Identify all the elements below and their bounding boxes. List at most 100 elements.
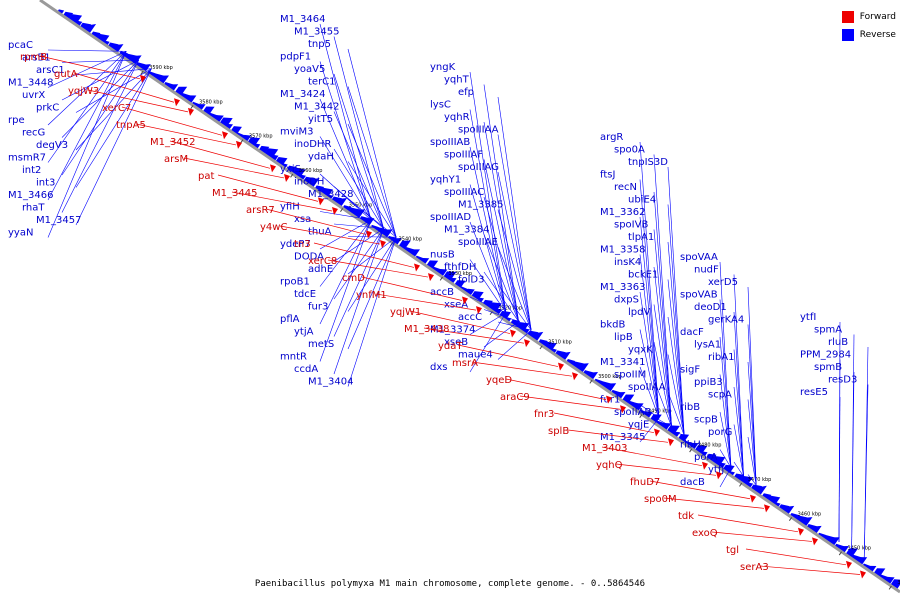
forward-feature (414, 263, 420, 272)
reverse-gene-label: xseA (444, 300, 468, 311)
forward-gene-label: xerC7 (102, 103, 131, 114)
reverse-leader-line (333, 228, 384, 375)
reverse-feature (890, 579, 900, 590)
reverse-gene-label: M1_3345 (600, 432, 645, 443)
reverse-gene-label: spoIIIAE (458, 237, 498, 248)
reverse-leader-line (347, 237, 397, 387)
reverse-leader-line (497, 284, 532, 331)
forward-gene-label: fhuD7 (630, 477, 660, 488)
forward-gene-label: yqjW3 (68, 86, 99, 97)
forward-gene-label: rpmB (20, 52, 47, 63)
reverse-feature (90, 31, 101, 39)
forward-feature (606, 395, 612, 404)
reverse-leader-line (47, 51, 127, 88)
reverse-gene-label: deoD1 (694, 302, 727, 313)
reverse-leader-line (747, 286, 757, 486)
reverse-leader-line (347, 48, 397, 238)
reverse-leader-line (469, 184, 507, 313)
forward-feature (236, 140, 242, 149)
scale-tick (190, 105, 194, 109)
forward-gene-label: exoQ (692, 528, 718, 539)
reverse-leader-line (747, 361, 757, 486)
forward-feature (860, 570, 866, 579)
reverse-feature (275, 156, 288, 167)
reverse-feature (319, 187, 334, 198)
forward-leader-line (183, 157, 285, 179)
forward-gene-label: araC9 (500, 392, 530, 403)
reverse-leader-line (319, 173, 372, 221)
reverse-gene-label: rluB (828, 337, 848, 348)
reverse-leader-line (333, 228, 384, 300)
forward-feature (476, 306, 482, 315)
reverse-gene-label: spmA (814, 325, 842, 336)
reverse-gene-label: nusB (430, 250, 455, 261)
reverse-gene-label: ytjA (294, 327, 314, 338)
reverse-feature (526, 330, 539, 340)
reverse-feature (571, 361, 584, 371)
reverse-gene-label: ytfI (800, 312, 816, 323)
reverse-gene-label: M1_3464 (280, 14, 325, 25)
reverse-gene-label: M1_3384 (444, 225, 489, 236)
scale-tick (888, 585, 892, 590)
reverse-leader-line (838, 396, 841, 543)
reverse-feature (767, 495, 781, 506)
reverse-leader-line (733, 349, 744, 477)
reverse-leader-line (333, 148, 384, 229)
forward-feature (284, 173, 290, 182)
forward-feature (140, 74, 146, 83)
reverse-leader-line (469, 259, 507, 313)
reverse-leader-line (653, 416, 672, 428)
forward-leader-line (423, 327, 525, 344)
reverse-leader-line (61, 59, 140, 213)
reverse-gene-label: M1_3428 (308, 189, 353, 200)
reverse-leader-line (719, 449, 732, 468)
reverse-leader-line (319, 61, 372, 220)
reverse-feature (347, 207, 361, 218)
reverse-feature (280, 163, 288, 169)
reverse-gene-label: yitT5 (308, 114, 333, 125)
figure-caption: Paenibacillus polymyxa M1 main chromosom… (254, 579, 646, 589)
reverse-leader-line (347, 198, 397, 238)
forward-gene-label: M1_3445 (212, 188, 257, 199)
reverse-leader-line (639, 404, 660, 419)
forward-leader-line (649, 480, 751, 500)
forward-leader-line (87, 89, 189, 113)
reverse-gene-label: recN (614, 182, 637, 193)
reverse-gene-label: spoIIIAG (458, 162, 499, 173)
scale-tick-label: 3590 kbp (149, 65, 173, 71)
reverse-gene-label: pcaC (8, 40, 33, 51)
reverse-gene-label: porG (708, 427, 732, 438)
reverse-leader-line (747, 474, 757, 486)
reverse-gene-label: prkC (36, 103, 59, 114)
reverse-gene-label: yfiH (280, 202, 300, 213)
reverse-gene-label: ppiB3 (694, 377, 723, 388)
reverse-gene-label: M1_3448 (8, 78, 53, 89)
reverse-leader-line (469, 71, 507, 313)
reverse-leader-line (333, 73, 384, 229)
forward-swatch (841, 11, 854, 23)
reverse-gene-label: ribB (680, 402, 700, 413)
reverse-feature (370, 224, 379, 232)
reverse-leader-line (319, 219, 372, 325)
reverse-feature (286, 165, 297, 174)
reverse-leader-line (75, 68, 152, 188)
reverse-gene-label: ribA1 (708, 352, 734, 363)
reverse-feature (297, 174, 306, 181)
reverse-gene-label: M1_3404 (308, 377, 353, 388)
forward-feature (222, 131, 228, 140)
reverse-gene-label: M1_3385 (458, 200, 503, 211)
reverse-gene-label: yngK (430, 62, 456, 73)
reverse-leader-line (347, 236, 397, 238)
reverse-gene-label: tnpIS3D (628, 157, 668, 168)
forward-feature (572, 372, 578, 381)
reverse-feature (498, 310, 512, 321)
reverse-feature (68, 14, 83, 25)
reverse-feature (79, 22, 92, 32)
reverse-leader-line (347, 237, 397, 312)
scale-tick-label: 3450 kbp (848, 546, 872, 552)
reverse-feature (733, 473, 744, 482)
reverse-gene-label: spoIIIAC (444, 187, 484, 198)
reverse-gene-label: scpA (708, 390, 732, 401)
reverse-gene-label: M1_3358 (600, 245, 645, 256)
reverse-leader-line (319, 219, 372, 250)
